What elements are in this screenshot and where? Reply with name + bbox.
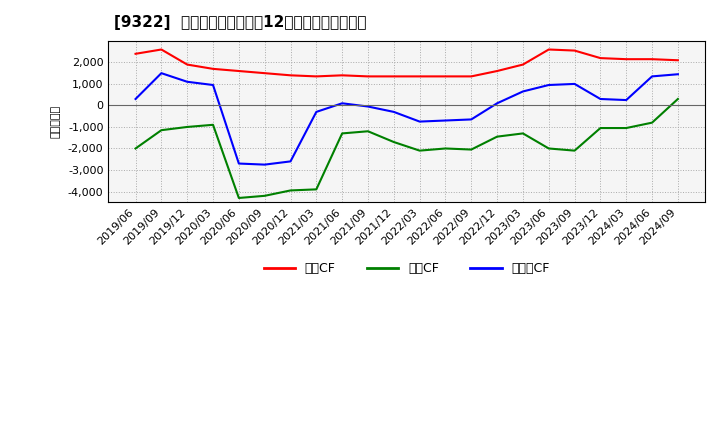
営業CF <box>364 74 372 79</box>
営業CF <box>596 55 605 61</box>
営業CF <box>518 62 527 67</box>
営業CF <box>183 62 192 67</box>
営業CF <box>338 73 346 78</box>
フリーCF <box>131 96 140 102</box>
営業CF <box>312 74 320 79</box>
Line: 営業CF: 営業CF <box>135 49 678 77</box>
投資CF <box>364 128 372 134</box>
投資CF <box>390 139 398 145</box>
フリーCF <box>235 161 243 166</box>
営業CF <box>415 74 424 79</box>
投資CF <box>338 131 346 136</box>
投資CF <box>415 148 424 153</box>
Line: フリーCF: フリーCF <box>135 73 678 165</box>
投資CF <box>518 131 527 136</box>
Text: [9322]  キャッシュフローの12か月移動合計の推移: [9322] キャッシュフローの12か月移動合計の推移 <box>114 15 367 30</box>
Legend: 営業CF, 投資CF, フリーCF: 営業CF, 投資CF, フリーCF <box>258 257 555 280</box>
営業CF <box>131 51 140 56</box>
投資CF <box>183 125 192 130</box>
フリーCF <box>674 72 683 77</box>
営業CF <box>209 66 217 72</box>
フリーCF <box>286 159 294 164</box>
投資CF <box>622 125 631 131</box>
フリーCF <box>492 101 501 106</box>
フリーCF <box>415 119 424 124</box>
フリーCF <box>338 101 346 106</box>
営業CF <box>261 70 269 76</box>
投資CF <box>157 128 166 133</box>
フリーCF <box>570 81 579 87</box>
投資CF <box>235 195 243 201</box>
投資CF <box>544 146 553 151</box>
営業CF <box>286 73 294 78</box>
投資CF <box>674 96 683 102</box>
投資CF <box>492 134 501 139</box>
Y-axis label: （百万円）: （百万円） <box>51 105 61 138</box>
営業CF <box>570 48 579 53</box>
フリーCF <box>364 104 372 109</box>
投資CF <box>131 146 140 151</box>
フリーCF <box>390 109 398 114</box>
営業CF <box>157 47 166 52</box>
営業CF <box>441 74 450 79</box>
フリーCF <box>441 118 450 123</box>
フリーCF <box>467 117 476 122</box>
営業CF <box>467 74 476 79</box>
投資CF <box>286 188 294 193</box>
投資CF <box>648 120 657 125</box>
フリーCF <box>544 82 553 88</box>
営業CF <box>235 68 243 73</box>
フリーCF <box>183 79 192 84</box>
フリーCF <box>261 162 269 167</box>
営業CF <box>622 56 631 62</box>
営業CF <box>648 56 657 62</box>
投資CF <box>209 122 217 128</box>
Line: 投資CF: 投資CF <box>135 99 678 198</box>
フリーCF <box>518 89 527 94</box>
フリーCF <box>648 74 657 79</box>
フリーCF <box>622 97 631 103</box>
フリーCF <box>157 70 166 76</box>
投資CF <box>570 148 579 153</box>
営業CF <box>390 74 398 79</box>
フリーCF <box>209 82 217 88</box>
営業CF <box>492 68 501 73</box>
投資CF <box>261 193 269 198</box>
営業CF <box>674 58 683 63</box>
フリーCF <box>312 109 320 114</box>
投資CF <box>467 147 476 152</box>
投資CF <box>596 125 605 131</box>
投資CF <box>441 146 450 151</box>
投資CF <box>312 187 320 192</box>
フリーCF <box>596 96 605 102</box>
営業CF <box>544 47 553 52</box>
